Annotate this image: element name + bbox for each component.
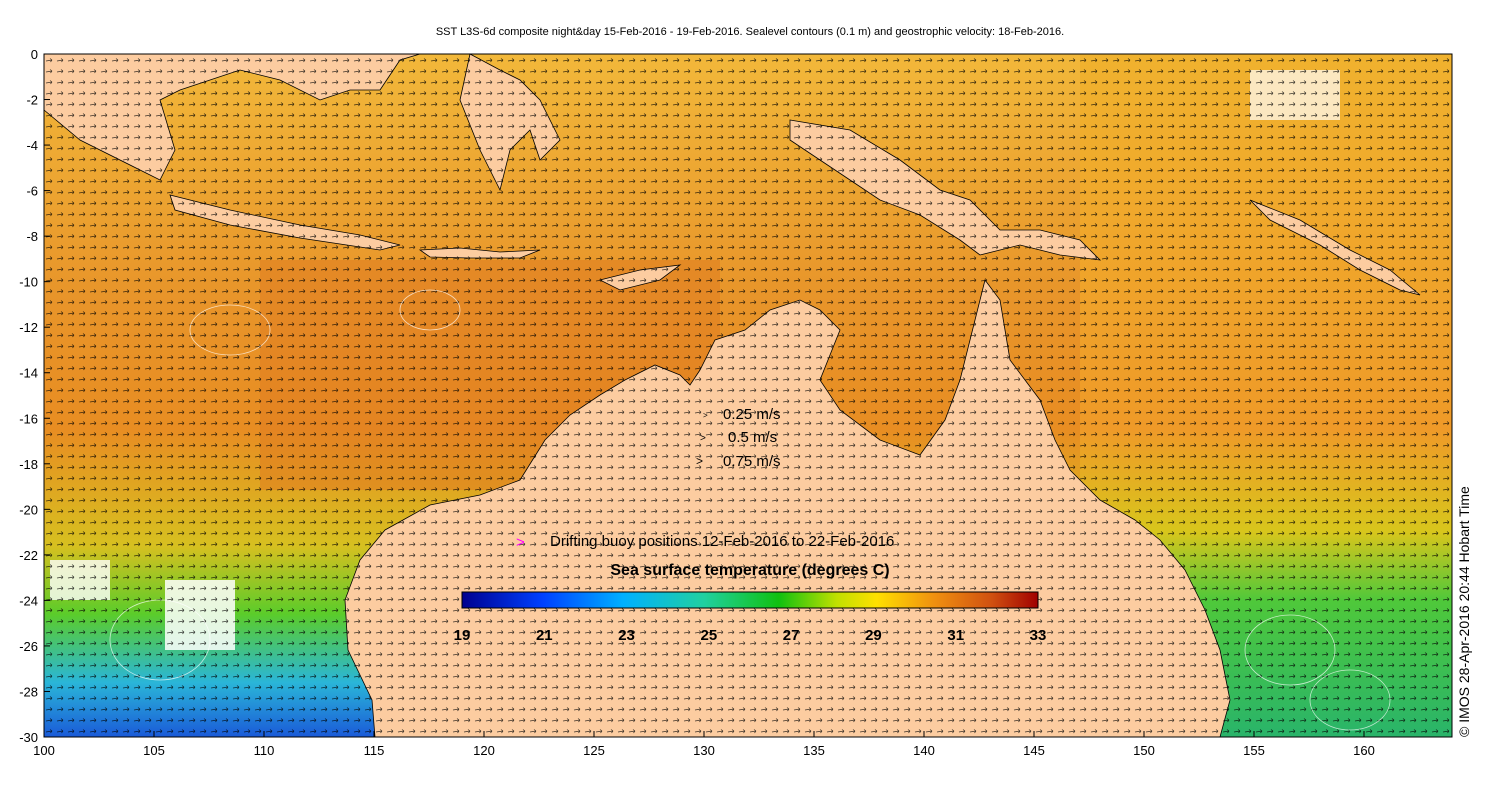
y-tick-label: -16 [19, 411, 38, 426]
colorbar-title: Sea surface temperature (degrees C) [610, 562, 889, 579]
y-tick-label: -8 [26, 229, 38, 244]
velocity-arrows [44, 54, 1452, 737]
x-tick-label: 100 [33, 743, 55, 758]
chart-title: SST L3S-6d composite night&day 15-Feb-20… [435, 26, 1065, 38]
x-tick-label: 110 [254, 743, 275, 758]
colorbar-tick-label: 29 [865, 627, 882, 644]
x-tick-label: 125 [583, 743, 605, 758]
velocity-label-3: 0.75 m/s [723, 453, 781, 470]
velocity-label-1: 0.25 m/s [723, 406, 781, 423]
x-tick-label: 135 [803, 743, 825, 758]
buoy-marker-icon: > [516, 534, 525, 551]
colorbar-tick-label: 27 [783, 627, 800, 644]
credit-text: © IMOS 28-Apr-2016 20:44 Hobart Time [1456, 486, 1472, 737]
colorbar-tick-label: 33 [1030, 627, 1047, 644]
colorbar-tick-label: 25 [701, 627, 718, 644]
y-tick-label: -6 [26, 184, 38, 199]
y-tick-label: -28 [19, 684, 38, 699]
velocity-label-2: 0.5 m/s [728, 429, 777, 446]
x-tick-label: 155 [1243, 743, 1265, 758]
y-tick-label: 0 [31, 47, 38, 62]
x-tick-label: 115 [364, 743, 385, 758]
velocity-arrow-1: > [703, 411, 708, 420]
y-tick-label: -4 [26, 138, 38, 153]
x-tick-label: 120 [473, 743, 495, 758]
colorbar [461, 591, 1039, 609]
y-tick-label: -22 [19, 548, 38, 563]
y-tick-label: -30 [19, 730, 38, 745]
buoy-legend-label: Drifting buoy positions 12-Feb-2016 to 2… [550, 533, 894, 550]
colorbar-tick-label: 21 [536, 627, 553, 644]
y-tick-label: -20 [19, 502, 38, 517]
x-tick-label: 105 [143, 743, 165, 758]
y-tick-label: -14 [19, 366, 38, 381]
y-tick-label: -24 [19, 593, 38, 608]
velocity-arrow-2: > [700, 433, 706, 444]
colorbar-tick-label: 23 [618, 627, 635, 644]
map-frame [43, 53, 1453, 738]
y-tick-label: -10 [19, 275, 38, 290]
x-tick-label: 150 [1133, 743, 1155, 758]
y-tick-label: -26 [19, 639, 38, 654]
colorbar-ticks: 19 21 23 25 27 29 31 33 [454, 627, 1047, 644]
velocity-legend: > 0.25 m/s > 0.5 m/s > 0.75 m/s [696, 406, 781, 470]
x-tick-label: 140 [913, 743, 935, 758]
x-axis: 100 105 110 115 120 125 130 135 140 145 150 155 160 [33, 731, 1375, 758]
y-tick-label: -18 [19, 457, 38, 472]
colorbar-tick-label: 19 [454, 627, 471, 644]
colorbar-tick-label: 31 [947, 627, 964, 644]
y-tick-label: -2 [26, 93, 38, 108]
velocity-arrow-3: > [696, 454, 703, 468]
sealevel-contours [109, 289, 1391, 731]
x-tick-label: 145 [1023, 743, 1045, 758]
x-tick-label: 130 [693, 743, 715, 758]
y-tick-label: -12 [19, 320, 38, 335]
x-tick-label: 160 [1353, 743, 1375, 758]
y-axis: 0 -2 -4 -6 -8 -10 -12 -14 -16 -18 -20 -22 -24 -26 -28 -… [19, 47, 50, 745]
